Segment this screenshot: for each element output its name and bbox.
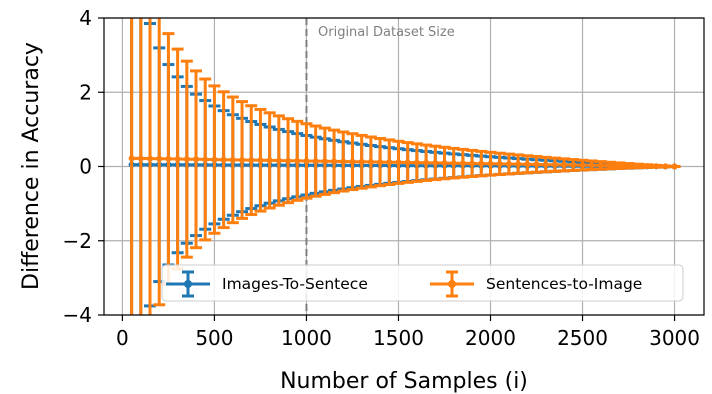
y-tick-label: −2 [63, 229, 92, 253]
data-point [579, 162, 586, 169]
data-point [331, 158, 338, 165]
data-point [413, 159, 420, 166]
legend-entries [166, 270, 474, 298]
x-axis-label: Number of Samples (i) [280, 369, 528, 394]
data-point [165, 155, 172, 162]
x-tick-label: 0 [116, 326, 129, 350]
data-point [303, 157, 310, 164]
data-point [193, 156, 200, 163]
data-point [597, 162, 604, 169]
y-tick-label: 4 [79, 6, 92, 30]
data-point [487, 160, 494, 167]
data-point [643, 163, 650, 170]
legend-marker [184, 280, 192, 288]
data-point [183, 156, 190, 163]
data-point [137, 155, 144, 162]
data-point [450, 160, 457, 167]
x-tick-label: 3000 [649, 326, 700, 350]
data-point [607, 162, 614, 169]
data-point [367, 158, 374, 165]
data-point [220, 156, 227, 163]
y-tick-label: −4 [63, 303, 92, 327]
data-point [174, 156, 181, 163]
data-point [505, 161, 512, 168]
data-point [248, 157, 255, 164]
data-point [662, 163, 669, 170]
x-tick-label: 500 [195, 326, 233, 350]
data-point [469, 160, 476, 167]
data-point [156, 155, 163, 162]
data-point [377, 159, 384, 166]
data-point [147, 155, 154, 162]
data-point [496, 160, 503, 167]
data-point [515, 161, 522, 168]
data-point [671, 163, 678, 170]
data-point [257, 157, 264, 164]
vline-annotation: Original Dataset Size [318, 25, 455, 40]
data-point [202, 156, 209, 163]
data-point [533, 161, 540, 168]
data-point [386, 159, 393, 166]
data-point [459, 160, 466, 167]
data-point [275, 157, 282, 164]
legend-box [161, 264, 684, 302]
data-point [570, 161, 577, 168]
x-tick-label: 1500 [373, 326, 424, 350]
data-point [524, 161, 531, 168]
data-point [616, 162, 623, 169]
data-point [128, 155, 135, 162]
data-point [423, 159, 430, 166]
data-point [625, 162, 632, 169]
data-point [239, 156, 246, 163]
data-point [229, 156, 236, 163]
data-point [358, 158, 365, 165]
data-point [404, 159, 411, 166]
data-point [588, 162, 595, 169]
legend-label-images-to-sentece: Images-To-Sentece [222, 275, 368, 293]
data-point [321, 158, 328, 165]
legend-marker [448, 280, 456, 288]
legend: Images-To-Sentece Sentences-to-Image [161, 264, 684, 302]
data-point [294, 157, 301, 164]
x-tick-label: 2500 [557, 326, 608, 350]
y-tick-label: 2 [79, 80, 92, 104]
data-point [266, 157, 273, 164]
data-point [478, 160, 485, 167]
legend-label-sentences-to-image: Sentences-to-Image [486, 275, 642, 293]
data-point [561, 161, 568, 168]
x-tick-label: 1000 [281, 326, 332, 350]
ticks: 0 500 1000 1500 2000 2500 3000 −4 −2 0 2 4 [63, 6, 700, 350]
y-tick-label: 0 [79, 155, 92, 179]
data-point [349, 158, 356, 165]
data-point [211, 156, 218, 163]
series-layer [128, 18, 681, 315]
y-axis-label: Difference in Accuracy [19, 42, 44, 290]
data-point [432, 159, 439, 166]
data-point [542, 161, 549, 168]
x-tick-label: 2000 [465, 326, 516, 350]
data-point [551, 161, 558, 168]
data-point [653, 163, 660, 170]
data-point [312, 158, 319, 165]
data-point [441, 160, 448, 167]
data-point [634, 162, 641, 169]
data-point [285, 157, 292, 164]
series-sentences-to-image [128, 18, 681, 315]
data-point [340, 158, 347, 165]
data-point [395, 159, 402, 166]
